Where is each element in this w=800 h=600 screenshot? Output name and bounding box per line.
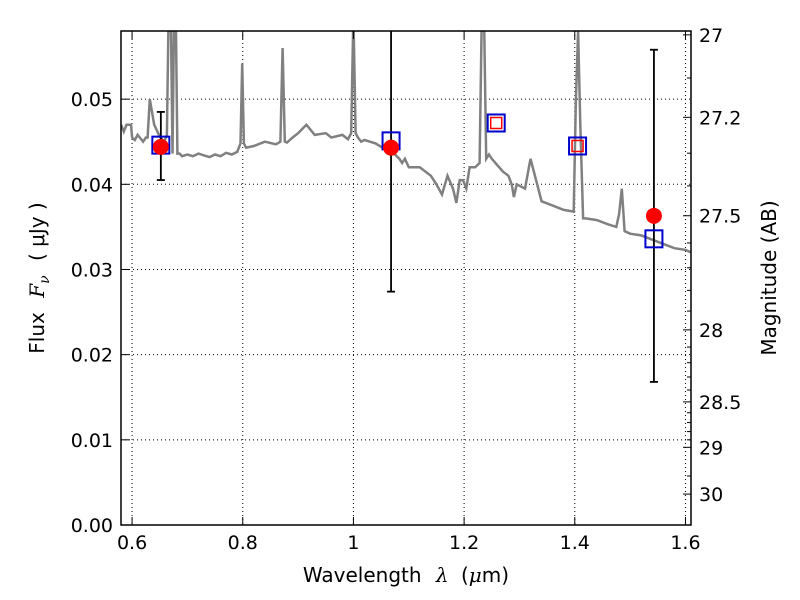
y-tick-label: 0.03	[71, 259, 113, 281]
y-tick-label: 0.01	[71, 430, 113, 452]
data-markers	[151, 113, 664, 249]
magnitude-tick-label: 27.2	[699, 107, 741, 129]
y-axis-label-sub: ν	[37, 275, 53, 284]
plot-frame	[120, 30, 692, 526]
magnitude-tick-label: 27	[699, 25, 723, 47]
measured-flux-point	[645, 207, 662, 224]
band-flux-square	[568, 136, 588, 156]
x-axis-label-unit-mu: μ	[469, 563, 482, 587]
magnitude-axis-ticks: 27 27.2 27.5 28 28.5 29 30	[683, 25, 741, 506]
magnitude-tick-label: 28	[699, 320, 723, 342]
magnitude-tick-label: 29	[699, 437, 723, 459]
x-tick-label: 1.4	[560, 532, 590, 554]
x-tick-label: 1.6	[670, 532, 700, 554]
y-tick-label: 0.05	[71, 89, 113, 111]
y-axis-label-symbol: F	[25, 283, 49, 299]
band-flux-square	[644, 229, 664, 249]
plot-area	[121, 31, 691, 254]
y-tick-label: 0.04	[71, 174, 113, 196]
x-tick-label: 1	[347, 532, 359, 554]
x-axis-label-unit-rest: m)	[482, 563, 509, 587]
x-axis-ticks: 0.6 0.8 1 1.2 1.4 1.6	[117, 31, 701, 554]
x-axis-label-text: Wavelength	[303, 563, 422, 587]
y-axis-label: Flux Fν ( μJy )	[25, 202, 54, 353]
magnitude-tick-label: 30	[699, 484, 723, 506]
x-axis-label-unit-open: (	[461, 563, 469, 587]
measured-flux-point	[152, 138, 169, 155]
y-axis-label-unit: ( μJy )	[25, 202, 49, 261]
y-axis-label-text: Flux	[25, 312, 49, 354]
model-flux-square	[489, 116, 503, 130]
model-flux-square	[571, 139, 584, 153]
x-tick-label: 1.2	[449, 532, 479, 554]
measured-flux-point	[383, 139, 400, 156]
grid	[121, 31, 691, 526]
y-axis-ticks: 0.00 0.01 0.02 0.03 0.04 0.05	[71, 89, 129, 537]
x-axis-label-symbol: λ	[435, 563, 449, 587]
x-axis-label: Wavelength λ (μm)	[303, 563, 509, 587]
y-tick-label: 0.02	[71, 345, 113, 367]
x-tick-label: 0.8	[228, 532, 258, 554]
x-tick-label: 0.6	[117, 532, 147, 554]
magnitude-tick-label: 28.5	[699, 392, 741, 414]
magnitude-tick-label: 27.5	[699, 206, 741, 228]
model-spectrum-line	[121, 31, 691, 254]
band-flux-square	[486, 113, 506, 133]
y-tick-label: 0.00	[71, 515, 113, 537]
magnitude-axis-label: Magnitude (AB)	[757, 200, 781, 355]
